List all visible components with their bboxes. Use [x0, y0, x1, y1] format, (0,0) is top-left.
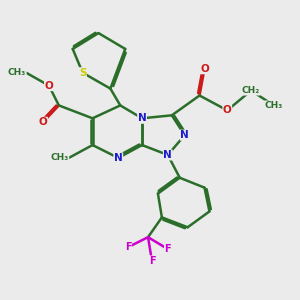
Text: O: O: [39, 117, 47, 127]
Text: N: N: [180, 130, 189, 140]
Text: F: F: [164, 244, 171, 254]
Text: CH₃: CH₃: [8, 68, 26, 77]
Text: F: F: [149, 256, 155, 266]
Text: O: O: [45, 81, 53, 91]
Text: O: O: [13, 68, 21, 78]
Text: N: N: [138, 113, 146, 123]
Text: N: N: [114, 153, 123, 163]
Text: CH₃: CH₃: [265, 101, 283, 110]
Text: O: O: [223, 105, 232, 116]
Text: N: N: [164, 150, 172, 160]
Text: CH₂: CH₂: [242, 86, 260, 95]
Text: CH₃: CH₃: [50, 153, 69, 162]
Text: F: F: [125, 242, 131, 252]
Text: S: S: [79, 68, 86, 78]
Text: O: O: [200, 64, 209, 74]
